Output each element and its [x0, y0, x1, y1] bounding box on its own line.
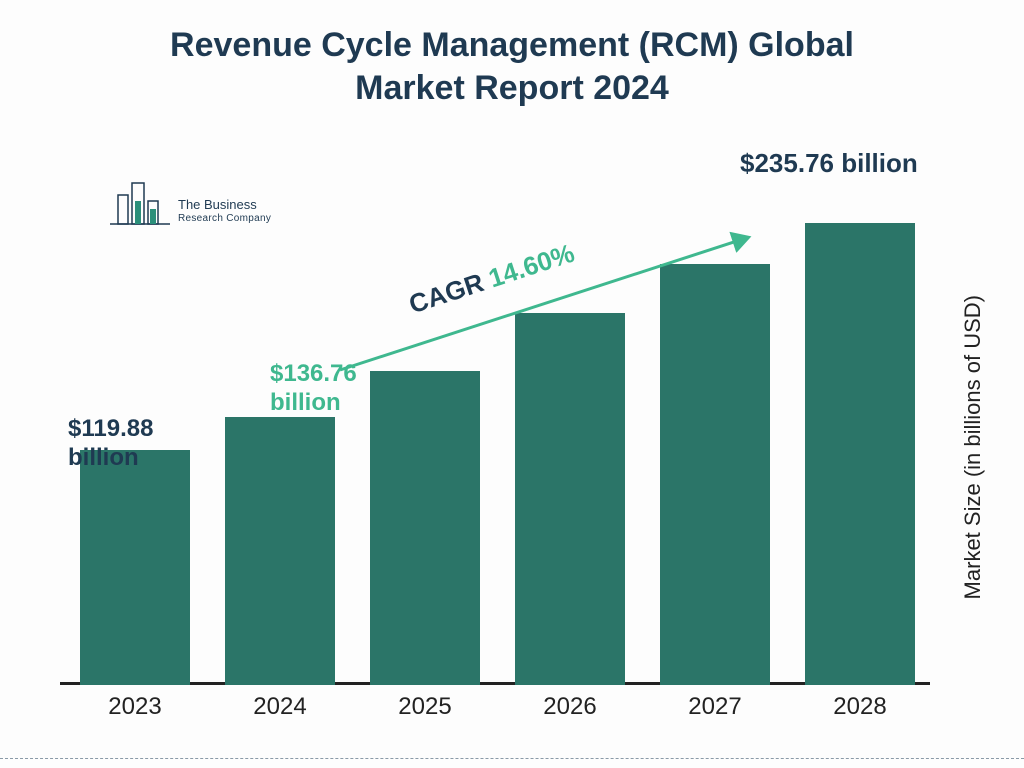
bar-2025: [370, 371, 480, 685]
bar-2023: [80, 450, 190, 685]
x-axis: [60, 682, 930, 685]
value-label-2: $235.76 billion: [740, 148, 918, 179]
title-line-1: Revenue Cycle Management (RCM) Global: [170, 26, 854, 64]
title-line-2: Market Report 2024: [355, 69, 669, 107]
chart-title: Revenue Cycle Management (RCM) Global Ma…: [0, 24, 1024, 109]
xlabel-2025: 2025: [398, 693, 451, 721]
bar-2027: [660, 264, 770, 685]
xlabel-2023: 2023: [108, 693, 161, 721]
value-label-0: $119.88billion: [68, 415, 153, 473]
chart-canvas: Revenue Cycle Management (RCM) Global Ma…: [0, 0, 1024, 768]
xlabel-2024: 2024: [253, 693, 306, 721]
xlabel-2028: 2028: [833, 693, 886, 721]
xlabel-2026: 2026: [543, 693, 596, 721]
bar-2026: [515, 313, 625, 685]
y-axis-label: Market Size (in billions of USD): [960, 295, 986, 599]
footer-divider: [0, 758, 1024, 759]
bar-2024: [225, 417, 335, 685]
bar-2028: [805, 223, 915, 685]
xlabel-2027: 2027: [688, 693, 741, 721]
